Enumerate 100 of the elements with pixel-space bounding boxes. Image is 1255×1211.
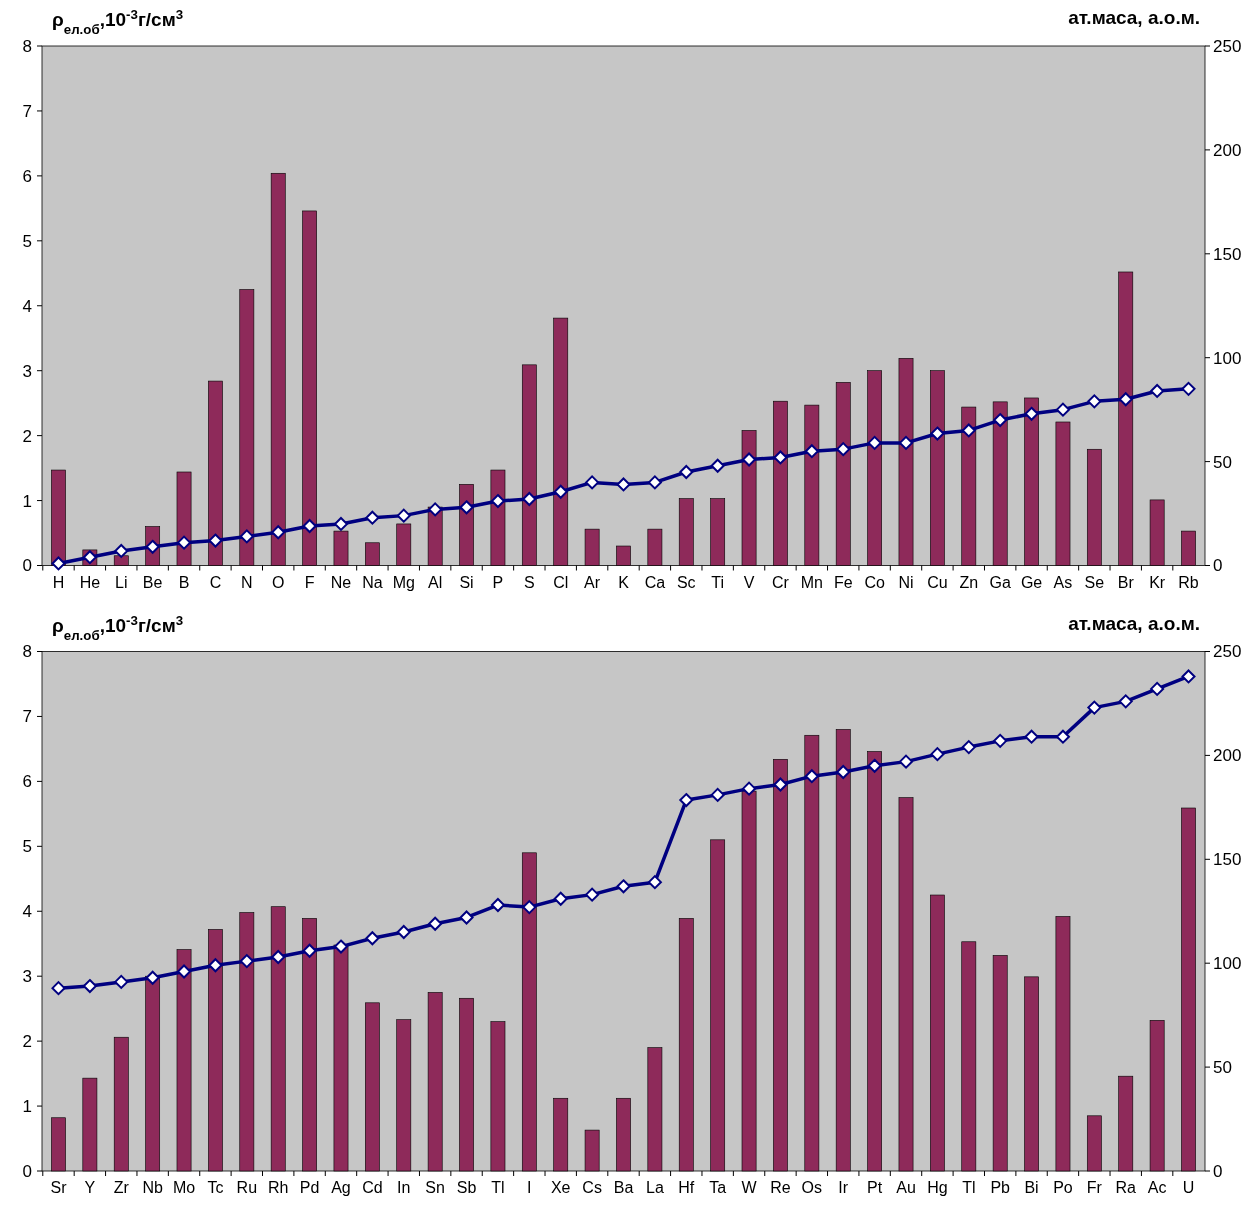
x-tick-label: Y: [84, 1179, 96, 1196]
point: [208, 533, 223, 548]
y-tick-label: 8: [22, 36, 32, 56]
x-tick-label: Au: [896, 1179, 916, 1196]
point: [616, 477, 631, 492]
x-tick-label: As: [1053, 573, 1073, 591]
x-tick-label: Bi: [1024, 1179, 1039, 1196]
point: [553, 484, 568, 499]
y-axis-title: ρ$_{ел.об}$,10$^{-3}$г/см$^{3}$: [52, 6, 184, 37]
point: [365, 510, 380, 525]
x-tick-label: Ar: [584, 573, 601, 591]
x-tick-label: Pb: [990, 1179, 1011, 1196]
point: [1087, 394, 1102, 409]
x-tick-label: Be: [142, 573, 163, 591]
point: [271, 949, 286, 964]
point: [239, 954, 254, 969]
y2-tick-label: 100: [1213, 954, 1242, 974]
y2-tick-label: 50: [1213, 1058, 1232, 1078]
x-tick-label: S: [523, 573, 535, 591]
x-tick-label: Se: [1084, 573, 1105, 591]
x-tick-label: Sb: [456, 1179, 477, 1196]
x-tick-label: Fe: [833, 573, 853, 591]
x-tick-label: P: [492, 573, 504, 591]
y-tick-label: 6: [22, 166, 32, 186]
point: [930, 426, 945, 441]
point: [82, 979, 97, 994]
point: [177, 535, 192, 550]
point: [490, 898, 505, 913]
x-tick-label: Cr: [772, 573, 790, 591]
x-tick-label: Xe: [550, 1179, 571, 1196]
point: [585, 887, 600, 902]
point: [490, 494, 505, 509]
point: [836, 442, 851, 457]
point: [302, 519, 317, 534]
point: [710, 787, 725, 802]
x-tick-label: N: [241, 573, 253, 591]
y2-tick-label: 50: [1213, 452, 1232, 472]
y-tick-label: 4: [22, 296, 32, 316]
point: [333, 939, 348, 954]
point: [836, 765, 851, 780]
point: [867, 758, 882, 773]
y2-tick-label: 250: [1213, 36, 1242, 56]
point: [1181, 669, 1196, 684]
point: [742, 452, 757, 467]
y-tick-label: 2: [22, 1032, 32, 1052]
x-tick-label: He: [79, 573, 101, 591]
x-tick-label: Cl: [553, 573, 569, 591]
point: [679, 793, 694, 808]
y-tick-label: 1: [22, 491, 32, 511]
y-tick-label: 0: [22, 1161, 32, 1181]
point: [1055, 729, 1070, 744]
point: [522, 492, 537, 506]
point: [804, 769, 819, 784]
point: [428, 502, 443, 517]
x-tick-label: H: [52, 573, 65, 591]
x-tick-label: Ir: [838, 1179, 849, 1196]
x-tick-label: Po: [1053, 1179, 1073, 1196]
point: [773, 777, 788, 792]
x-tick-label: V: [743, 573, 755, 591]
y-tick-label: 3: [22, 967, 32, 987]
point: [1055, 402, 1070, 417]
x-tick-label: Cu: [927, 573, 948, 591]
x-tick-label: La: [645, 1179, 664, 1196]
y2-tick-label: 0: [1213, 556, 1223, 576]
x-tick-label: Si: [459, 573, 474, 591]
point: [177, 964, 192, 979]
y-tick-label: 0: [22, 556, 32, 576]
y-tick-label: 5: [22, 837, 32, 857]
y2-axis-title: ат.маса, а.о.м.: [1068, 612, 1200, 634]
y2-tick-label: 200: [1213, 140, 1242, 160]
x-tick-label: Na: [362, 573, 383, 591]
x-tick-label: Rb: [1178, 573, 1199, 591]
x-tick-label: Ni: [898, 573, 914, 591]
point: [742, 781, 757, 796]
x-tick-label: Ga: [989, 573, 1011, 591]
point: [114, 543, 129, 558]
x-tick-label: Tl: [962, 1179, 976, 1196]
point: [899, 754, 914, 769]
x-tick-label: Ta: [709, 1179, 727, 1196]
x-tick-label: In: [397, 1179, 411, 1196]
x-tick-label: C: [209, 573, 222, 591]
x-tick-label: Ba: [613, 1179, 634, 1196]
point: [145, 539, 160, 554]
y2-tick-label: 0: [1213, 1161, 1223, 1181]
point: [679, 464, 694, 479]
x-tick-label: Sr: [50, 1179, 68, 1196]
x-tick-label: Sn: [425, 1179, 445, 1196]
x-tick-label: Ag: [331, 1179, 351, 1196]
x-tick-label: Fr: [1086, 1179, 1103, 1196]
point: [1087, 700, 1102, 715]
x-tick-label: Cd: [362, 1179, 383, 1196]
point: [710, 458, 725, 473]
x-tick-label: Sc: [676, 573, 696, 591]
x-tick-label: Re: [770, 1179, 791, 1196]
point: [396, 508, 411, 523]
y-tick-label: 5: [22, 231, 32, 251]
point: [1024, 406, 1039, 421]
point: [271, 525, 286, 540]
point: [51, 556, 66, 571]
point: [1024, 729, 1039, 744]
